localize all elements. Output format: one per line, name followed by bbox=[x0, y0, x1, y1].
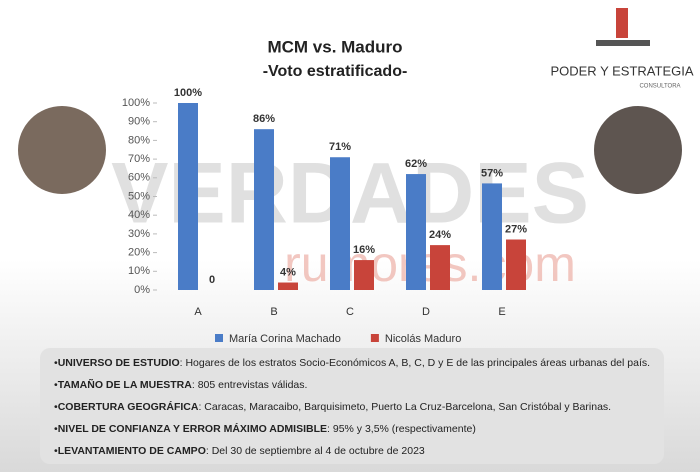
note-text: : Hogares de los estratos Socio-Económic… bbox=[179, 357, 651, 369]
bullet: • bbox=[54, 423, 58, 435]
bar bbox=[354, 260, 374, 290]
bullet: • bbox=[54, 379, 58, 391]
photo-right bbox=[594, 106, 682, 194]
note-label: TAMAÑO DE LA MUESTRA bbox=[57, 379, 192, 391]
bullet: • bbox=[54, 357, 58, 369]
bar bbox=[330, 157, 350, 290]
bar bbox=[482, 183, 502, 290]
y-tick-label: 100% bbox=[122, 97, 150, 109]
x-tick-label: B bbox=[270, 306, 277, 318]
chart-subtitle: -Voto estratificado- bbox=[263, 63, 408, 80]
x-tick-label: C bbox=[346, 306, 354, 318]
note-label: NIVEL DE CONFIANZA Y ERROR MÁXIMO ADMISI… bbox=[57, 423, 328, 435]
value-label: 71% bbox=[329, 141, 351, 153]
legend-swatch bbox=[215, 334, 223, 342]
y-tick-label: 80% bbox=[128, 134, 150, 146]
bullet: • bbox=[54, 401, 58, 413]
value-label: 0 bbox=[209, 274, 215, 286]
y-tick-label: 60% bbox=[128, 172, 150, 184]
value-label: 27% bbox=[505, 223, 527, 235]
logo-sub: CONSULTORA bbox=[639, 84, 680, 90]
note-line: •UNIVERSO DE ESTUDIO: Hogares de los est… bbox=[54, 352, 650, 374]
x-tick-label: D bbox=[422, 306, 430, 318]
logo-name: PODER Y ESTRATEGIA bbox=[550, 63, 693, 78]
bar bbox=[178, 103, 198, 290]
y-tick-label: 90% bbox=[128, 116, 150, 128]
note-line: •COBERTURA GEOGRÁFICA: Caracas, Maracaib… bbox=[54, 396, 650, 418]
value-label: 16% bbox=[353, 244, 375, 256]
y-tick-label: 70% bbox=[128, 153, 150, 165]
note-label: LEVANTAMIENTO DE CAMPO bbox=[57, 445, 206, 457]
bullet: • bbox=[54, 445, 58, 457]
note-label: UNIVERSO DE ESTUDIO bbox=[57, 357, 180, 369]
note-text: : 805 entrevistas válidas. bbox=[191, 379, 308, 391]
note-label: COBERTURA GEOGRÁFICA bbox=[57, 401, 199, 413]
value-label: 24% bbox=[429, 229, 451, 241]
bar bbox=[506, 239, 526, 290]
y-tick-label: 30% bbox=[128, 228, 150, 240]
bar bbox=[254, 129, 274, 290]
legend-label: Nicolás Maduro bbox=[385, 333, 461, 345]
y-tick-label: 20% bbox=[128, 247, 150, 259]
y-tick-label: 40% bbox=[128, 209, 150, 221]
note-line: •NIVEL DE CONFIANZA Y ERROR MÁXIMO ADMIS… bbox=[54, 418, 650, 440]
photo-left bbox=[18, 106, 106, 194]
note-line: •TAMAÑO DE LA MUESTRA: 805 entrevistas v… bbox=[54, 374, 650, 396]
value-label: 100% bbox=[174, 87, 202, 99]
note-text: : Del 30 de septiembre al 4 de octubre d… bbox=[205, 445, 425, 457]
bar bbox=[430, 245, 450, 290]
value-label: 86% bbox=[253, 113, 275, 125]
value-label: 62% bbox=[405, 158, 427, 170]
value-label: 57% bbox=[481, 167, 503, 179]
logo-mark bbox=[616, 8, 628, 38]
note-line: •LEVANTAMIENTO DE CAMPO: Del 30 de septi… bbox=[54, 440, 650, 462]
y-tick-label: 10% bbox=[128, 265, 150, 277]
logo-mark bbox=[596, 40, 650, 46]
note-text: : Caracas, Maracaibo, Barquisimeto, Puer… bbox=[198, 401, 612, 413]
x-tick-label: E bbox=[498, 306, 505, 318]
y-tick-label: 0% bbox=[134, 284, 150, 296]
notes-box: •UNIVERSO DE ESTUDIO: Hogares de los est… bbox=[40, 348, 664, 464]
chart-title: MCM vs. Maduro bbox=[267, 37, 402, 56]
note-text: : 95% y 3,5% (respectivamente) bbox=[327, 423, 476, 435]
x-tick-label: A bbox=[194, 306, 202, 318]
value-label: 4% bbox=[280, 266, 296, 278]
bar bbox=[278, 282, 298, 290]
bar bbox=[406, 174, 426, 290]
legend-swatch bbox=[370, 334, 379, 342]
legend-label: María Corina Machado bbox=[229, 333, 341, 345]
y-tick-label: 50% bbox=[128, 190, 150, 202]
